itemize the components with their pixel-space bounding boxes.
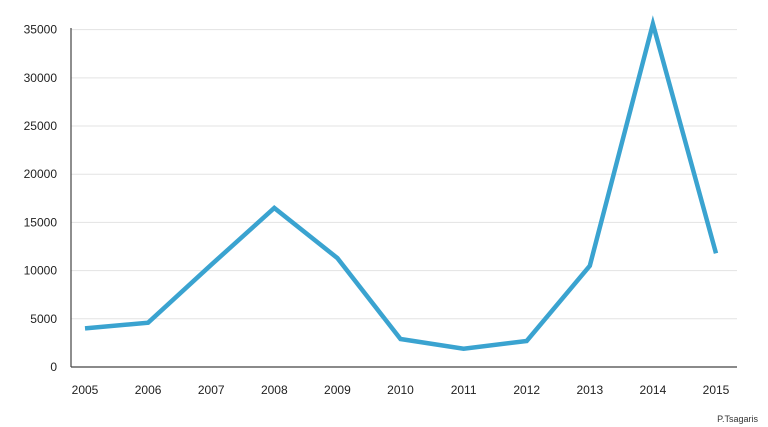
- x-tick-label: 2007: [198, 383, 225, 397]
- x-tick-label: 2013: [576, 383, 603, 397]
- x-tick-label: 2014: [640, 383, 667, 397]
- y-tick-label: 15000: [24, 215, 58, 229]
- x-tick-label: 2012: [513, 383, 540, 397]
- y-tick-label: 35000: [24, 23, 58, 37]
- gridlines: [71, 29, 737, 320]
- y-tick-label: 20000: [24, 167, 58, 181]
- series-group: [84, 15, 719, 351]
- y-tick-label: 25000: [24, 119, 58, 133]
- x-tick-label: 2011: [451, 383, 477, 397]
- x-tick-label: 2015: [703, 383, 730, 397]
- x-tick-label: 2008: [261, 383, 288, 397]
- x-tick-label: 2006: [135, 383, 162, 397]
- y-tick-label: 0: [50, 360, 57, 374]
- y-tick-label: 5000: [30, 312, 57, 326]
- x-tick-label: 2009: [324, 383, 351, 397]
- x-axis-ticks: 2005 2006 2007 2008 2009 2010 2011 2012 2013 2014…: [72, 383, 730, 397]
- y-tick-label: 30000: [24, 71, 58, 85]
- x-tick-label: 2010: [387, 383, 414, 397]
- credit-label: P.Tsagaris: [717, 414, 758, 424]
- series-line: [84, 15, 719, 351]
- y-axis-ticks: 0 5000 10000 15000 20000 25000 30000 35000: [24, 23, 58, 374]
- x-tick-label: 2005: [72, 383, 99, 397]
- y-tick-label: 10000: [24, 264, 58, 278]
